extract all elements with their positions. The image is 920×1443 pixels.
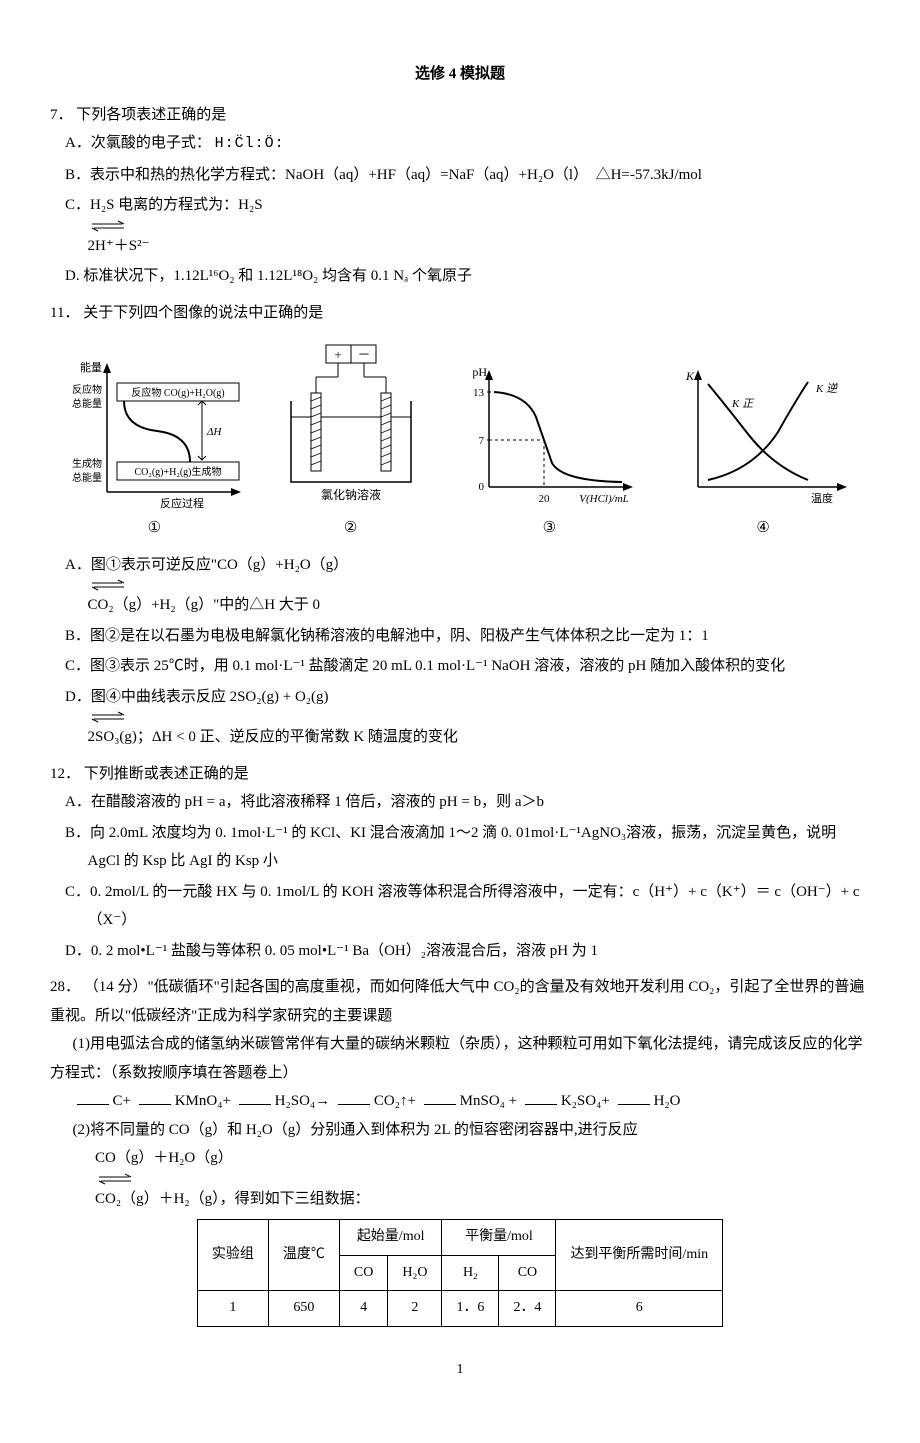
q12-opt-b: B．向 2.0mL 浓度均为 0. 1mol·L⁻¹ 的 KCl、KI 混合液滴… xyxy=(50,819,870,876)
fig4-num: ④ xyxy=(668,514,858,543)
svg-text:pH: pH xyxy=(473,365,488,379)
th-h2o: H₂O xyxy=(388,1255,442,1291)
svg-text:反应物 CO(g)+H₂O(g): 反应物 CO(g)+H₂O(g) xyxy=(131,386,224,399)
equilibrium-arrow-icon xyxy=(88,220,128,232)
q12-opt-d: D．0. 2 mol•L⁻¹ 盐酸与等体积 0. 05 mol•L⁻¹ Ba（O… xyxy=(50,937,870,966)
q12-opt-a: A．在醋酸溶液的 pH = a，将此溶液稀释 1 倍后，溶液的 pH = b，则… xyxy=(50,788,870,817)
svg-text:20: 20 xyxy=(539,493,551,505)
cell: 2．4 xyxy=(499,1291,556,1327)
equilibrium-arrow-icon xyxy=(88,711,128,723)
q7-stem: 下列各项表述正确的是 xyxy=(76,107,226,123)
question-7: 7． 下列各项表述正确的是 A．次氯酸的电子式： H:C̈l:Ö: B．表示中和… xyxy=(50,101,870,291)
fig2-num: ② xyxy=(271,514,431,543)
q28-p1: (1)用电弧法合成的储氢纳米碳管常伴有大量的碳纳米颗粒（杂质），这种颗粒可用如下… xyxy=(50,1030,870,1087)
svg-text:V(HCl)/mL: V(HCl)/mL xyxy=(580,493,630,505)
q7-opt-b: B．表示中和热的热化学方程式：NaOH（aq）+HF（aq）=NaF（aq）+H… xyxy=(50,161,870,190)
svg-text:－: － xyxy=(357,347,370,362)
q28-num: 28． xyxy=(50,979,80,995)
q12-opt-c: C．0. 2mol/L 的一元酸 HX 与 0. 1mol/L 的 KOH 溶液… xyxy=(50,878,870,935)
q28-p2-eq: CO（g）＋H₂O（g） CO₂（g）＋H₂（g），得到如下三组数据： xyxy=(50,1144,870,1213)
svg-text:总能量: 总能量 xyxy=(72,397,102,410)
q7-opt-d: D. 标准状况下，1.12L¹⁶O₂ 和 1.12L¹⁸O₂ 均含有 0.1 N… xyxy=(50,262,870,291)
fig-2: + － 氯化钠溶液 ② xyxy=(271,337,431,543)
q7-a-formula: H:C̈l:Ö: xyxy=(215,135,285,152)
th-eq: 平衡量/mol xyxy=(442,1220,556,1256)
svg-text:温度: 温度 xyxy=(811,491,833,505)
page-title: 选修 4 模拟题 xyxy=(50,60,870,89)
svg-text:CO₂(g)+H₂(g)生成物: CO₂(g)+H₂(g)生成物 xyxy=(134,465,221,478)
cell: 6 xyxy=(556,1291,723,1327)
svg-text:K 正: K 正 xyxy=(731,398,755,410)
question-12: 12． 下列推断或表述正确的是 A．在醋酸溶液的 pH = a，将此溶液稀释 1… xyxy=(50,760,870,966)
svg-text:生成物: 生成物 xyxy=(72,457,102,470)
svg-text:13: 13 xyxy=(473,387,485,399)
q11-opt-c: C．图③表示 25℃时，用 0.1 mol·L⁻¹ 盐酸滴定 20 mL 0.1… xyxy=(50,652,870,681)
svg-text:7: 7 xyxy=(479,435,485,447)
fig-4: K 温度 K 正 K 逆 ④ xyxy=(668,362,858,543)
fig-1: 能量 反应物 CO(g)+H₂O(g) CO₂(g)+H₂(g)生成物 ΔH 反… xyxy=(62,357,247,543)
svg-text:K 逆: K 逆 xyxy=(815,382,839,395)
svg-text:能量: 能量 xyxy=(80,360,102,374)
th-h2: H₂ xyxy=(442,1255,499,1291)
q11-opt-b: B．图②是在以石墨为电极电解氯化钠稀溶液的电解池中，阴、阳极产生气体体积之比一定… xyxy=(50,622,870,651)
question-28: 28． （14 分）"低碳循环"引起各国的高度重视，而如何降低大气中 CO₂的含… xyxy=(50,973,870,1327)
cell: 2 xyxy=(388,1291,442,1327)
q28-table: 实验组 温度℃ 起始量/mol 平衡量/mol 达到平衡所需时间/min CO … xyxy=(197,1219,723,1327)
svg-text:K: K xyxy=(685,369,695,383)
svg-text:0: 0 xyxy=(479,481,485,493)
svg-text:氯化钠溶液: 氯化钠溶液 xyxy=(321,487,381,502)
svg-text:总能量: 总能量 xyxy=(72,471,102,484)
th-group: 实验组 xyxy=(197,1220,268,1291)
table-row: 实验组 温度℃ 起始量/mol 平衡量/mol 达到平衡所需时间/min xyxy=(197,1220,722,1256)
q11-stem: 关于下列四个图像的说法中正确的是 xyxy=(83,305,323,321)
equilibrium-arrow-icon xyxy=(88,579,128,591)
th-co2: CO xyxy=(499,1255,556,1291)
q28-p2: (2)将不同量的 CO（g）和 H₂O（g）分别通入到体积为 2L 的恒容密闭容… xyxy=(50,1116,870,1145)
th-co: CO xyxy=(339,1255,387,1291)
table-row: 1 650 4 2 1．6 2．4 6 xyxy=(197,1291,722,1327)
q28-equation: C+ KMnO₄+ H₂SO₄→ CO₂↑+ MnSO₄ + K₂SO₄+ H₂… xyxy=(50,1087,870,1116)
fig1-num: ① xyxy=(62,514,247,543)
svg-text:ΔH: ΔH xyxy=(206,426,222,438)
th-temp: 温度℃ xyxy=(268,1220,339,1291)
th-start: 起始量/mol xyxy=(339,1220,442,1256)
svg-text:+: + xyxy=(334,347,341,362)
cell: 1 xyxy=(197,1291,268,1327)
q7-opt-a: A．次氯酸的电子式： H:C̈l:Ö: xyxy=(50,129,870,159)
th-time: 达到平衡所需时间/min xyxy=(556,1220,723,1291)
cell: 4 xyxy=(339,1291,387,1327)
svg-text:反应物: 反应物 xyxy=(72,383,102,396)
q11-num: 11． xyxy=(50,305,79,321)
q12-num: 12． xyxy=(50,766,80,782)
q11-opt-a: A．图①表示可逆反应"CO（g）+H₂O（g） CO₂（g）+H₂（g）"中的△… xyxy=(50,551,870,620)
fig-3: pH 13 7 0 20 V(HCl)/mL ③ xyxy=(454,362,644,543)
page-number: 1 xyxy=(50,1357,870,1384)
equilibrium-arrow-icon xyxy=(95,1173,135,1185)
svg-text:反应过程: 反应过程 xyxy=(160,496,204,510)
fig3-num: ③ xyxy=(454,514,644,543)
q11-figures: 能量 反应物 CO(g)+H₂O(g) CO₂(g)+H₂(g)生成物 ΔH 反… xyxy=(50,337,870,543)
question-11: 11． 关于下列四个图像的说法中正确的是 能量 反应物 CO(g)+H₂O(g)… xyxy=(50,299,870,752)
cell: 1．6 xyxy=(442,1291,499,1327)
q7-opt-c: C．H₂S 电离的方程式为：H₂S 2H⁺＋S²⁻ xyxy=(50,191,870,260)
q11-opt-d: D．图④中曲线表示反应 2SO₂(g) + O₂(g) 2SO₃(g)；ΔH <… xyxy=(50,683,870,752)
cell: 650 xyxy=(268,1291,339,1327)
q7-num: 7． xyxy=(50,107,73,123)
q12-stem: 下列推断或表述正确的是 xyxy=(84,766,249,782)
q28-stem: （14 分）"低碳循环"引起各国的高度重视，而如何降低大气中 CO₂的含量及有效… xyxy=(50,979,864,1024)
